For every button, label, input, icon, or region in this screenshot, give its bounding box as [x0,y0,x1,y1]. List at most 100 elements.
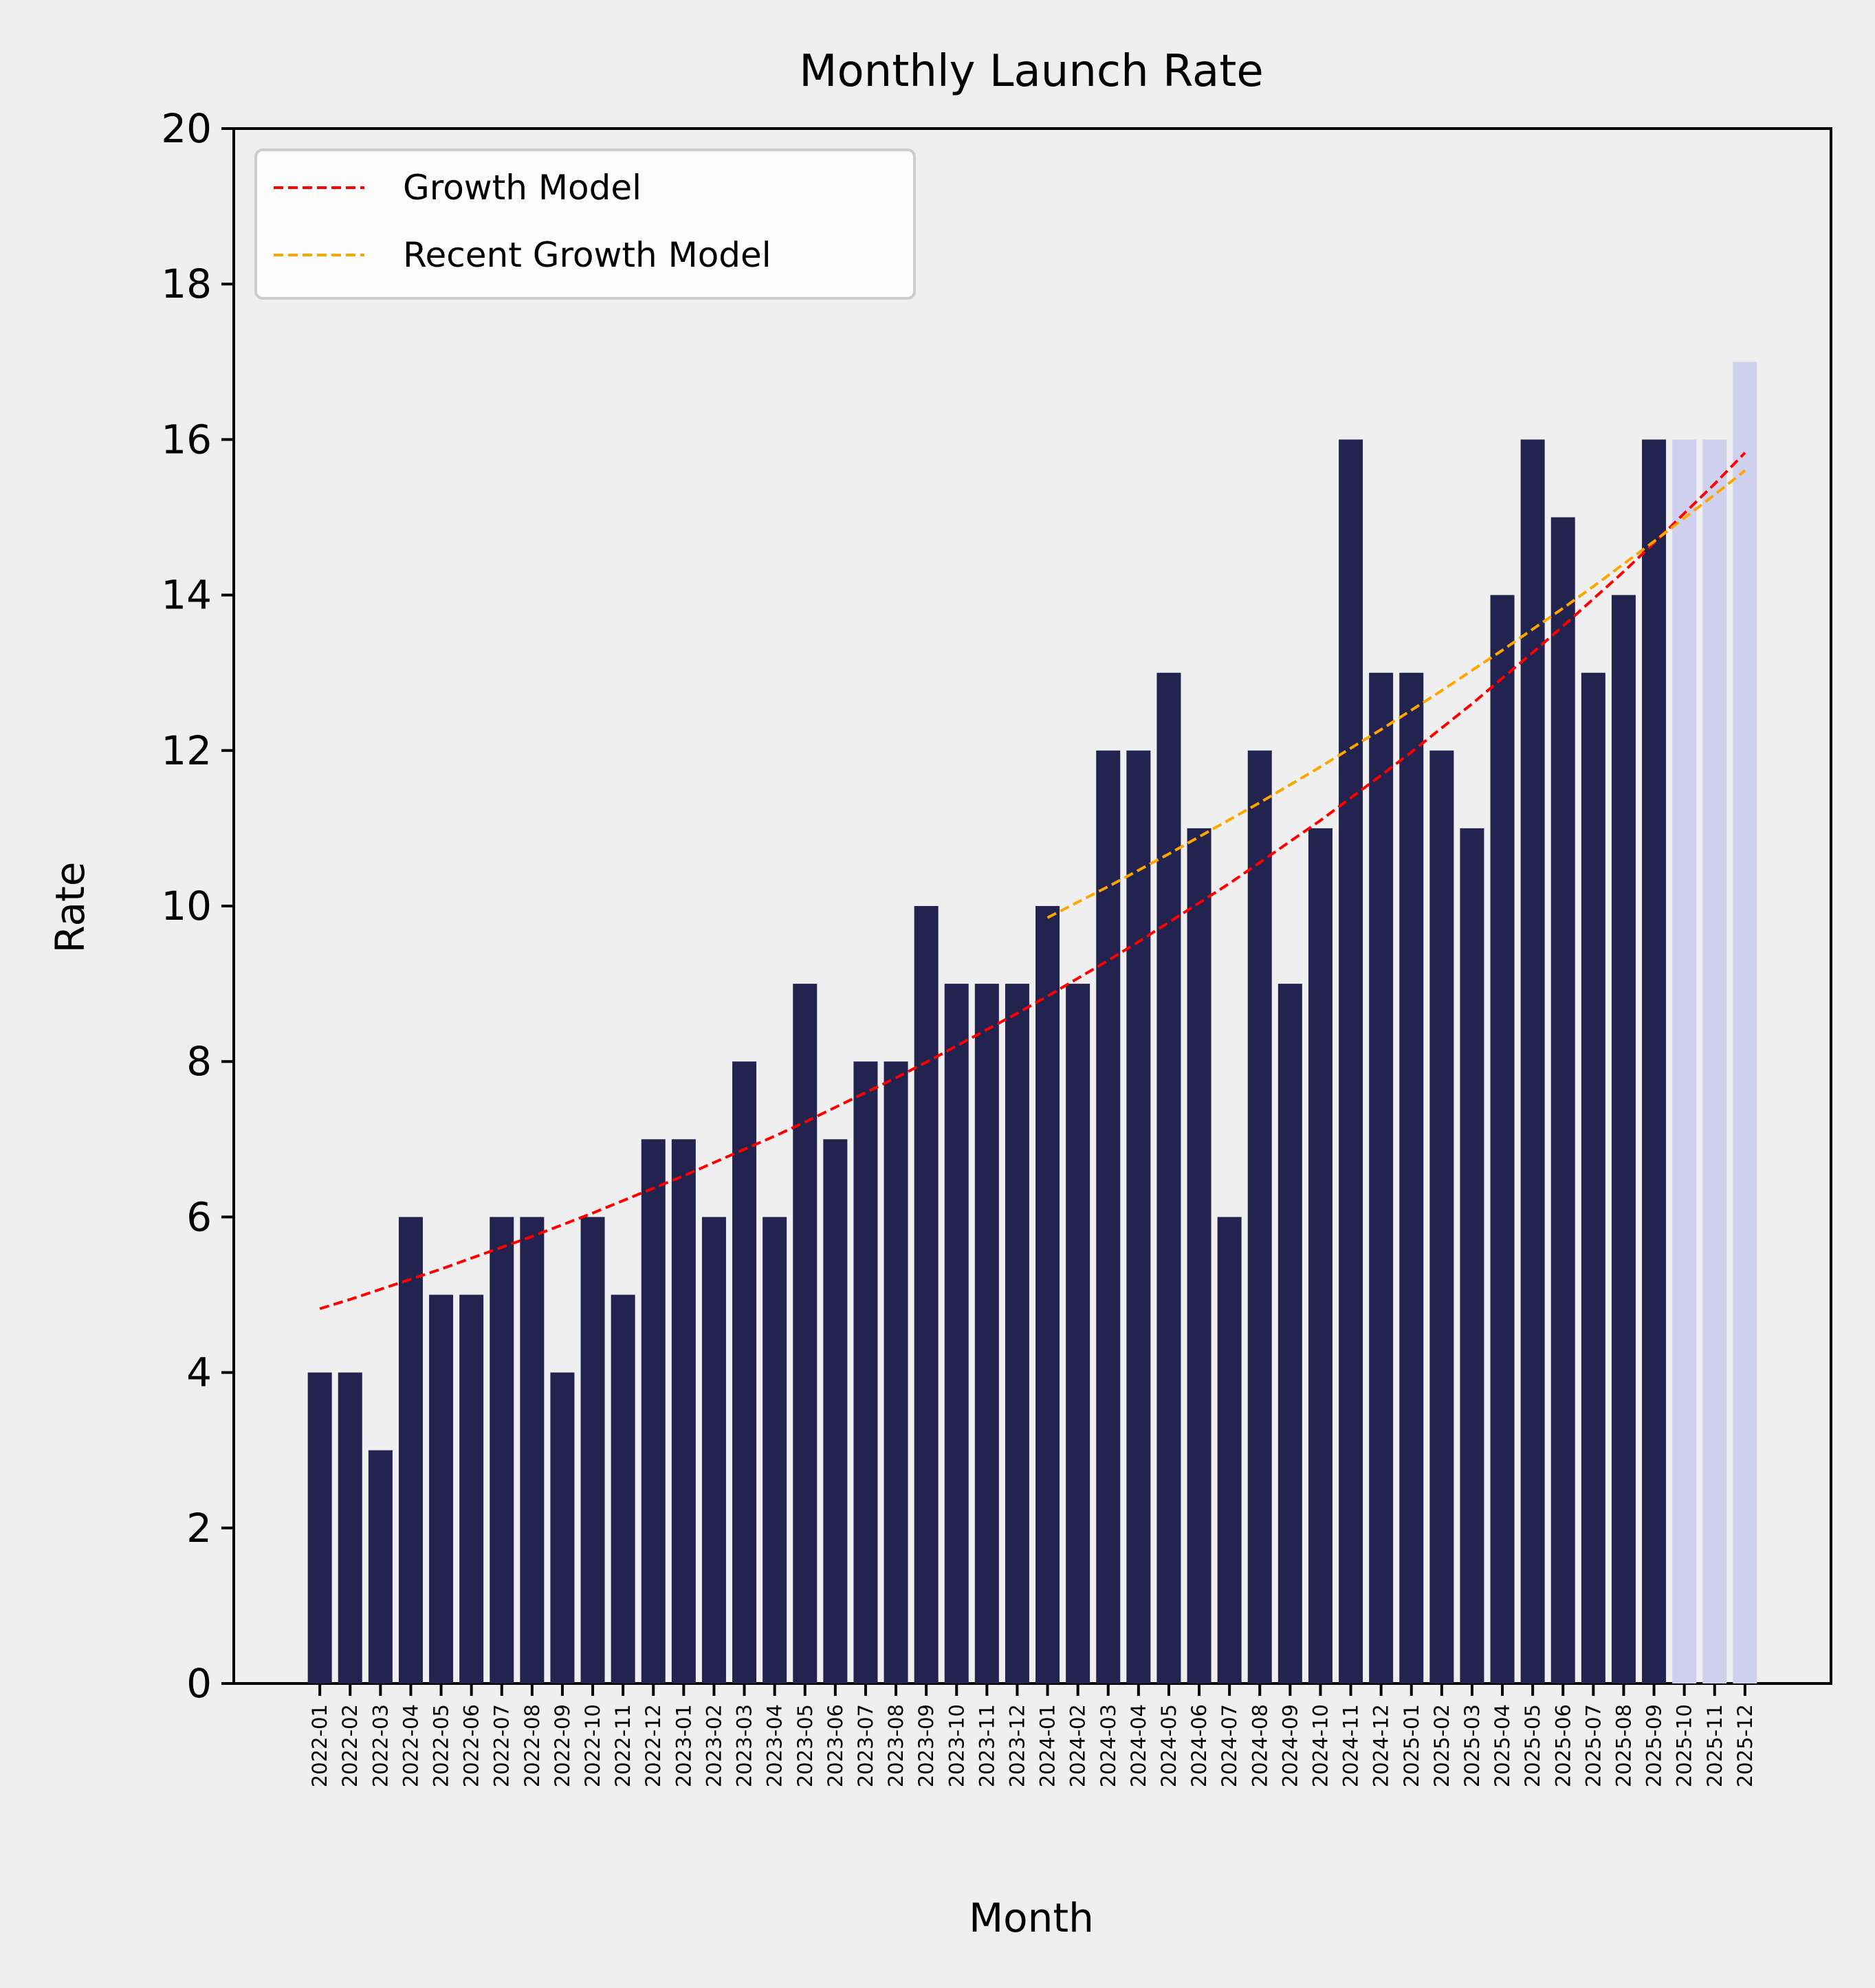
bar [1187,828,1211,1683]
x-tick-label: 2025-02 [1430,1704,1454,1787]
y-tick-label: 4 [186,1349,212,1396]
bar [307,1372,332,1683]
x-tick-label: 2023-02 [702,1704,725,1787]
x-tick-label: 2025-11 [1703,1704,1726,1787]
x-tick-label: 2024-12 [1370,1704,1393,1787]
x-tick-label: 2022-02 [338,1704,362,1787]
x-tick-label: 2024-08 [1248,1704,1271,1787]
bar [1339,439,1363,1683]
x-tick-label: 2024-02 [1066,1704,1090,1787]
bar [1429,750,1454,1683]
bar [1126,750,1151,1683]
y-tick-label: 16 [161,416,212,463]
x-tick-label: 2024-03 [1097,1704,1120,1787]
bar [914,906,939,1683]
x-tick-label: 2022-07 [490,1704,514,1787]
x-tick-label: 2023-09 [914,1704,938,1787]
y-tick-label: 8 [186,1038,212,1085]
bar [1156,672,1181,1684]
bar [1460,828,1484,1683]
x-tick-label: 2022-09 [551,1704,574,1787]
bar [1066,984,1090,1683]
bar [1278,984,1302,1683]
bar [490,1217,514,1683]
x-tick-label: 2025-06 [1551,1704,1575,1787]
bar-projected [1672,439,1697,1683]
x-tick-label: 2023-01 [672,1704,695,1787]
y-tick-label: 0 [186,1660,212,1707]
legend-label-growth-model: Growth Model [403,168,642,208]
x-tick-label: 2023-03 [733,1704,756,1787]
bar [793,984,818,1683]
y-tick-label: 6 [186,1193,212,1240]
x-tick-label: 2022-04 [399,1704,422,1787]
y-tick-label: 18 [161,261,212,307]
x-tick-label: 2023-08 [884,1704,908,1787]
bar [944,984,969,1683]
bar [823,1139,848,1683]
bar [884,1061,908,1683]
bar [1308,828,1333,1683]
bar [974,984,999,1683]
bar [701,1217,726,1683]
x-tick-label: 2025-01 [1400,1704,1423,1787]
x-tick-label: 2022-06 [460,1704,483,1787]
x-tick-label: 2025-05 [1521,1704,1544,1787]
legend: Growth Model Recent Growth Model [254,148,916,300]
x-tick-label: 2025-04 [1491,1704,1514,1787]
y-tick-label: 10 [161,883,212,929]
x-tick-label: 2025-08 [1612,1704,1635,1787]
x-tick-label: 2025-09 [1643,1704,1666,1787]
chart-title: Monthly Launch Rate [799,46,1263,97]
plot-area: 0 2 4 6 8 10 12 14 16 18 20 2022-01 2022-02 2022-03 20… [161,105,1832,1787]
x-tick-label: 2024-11 [1339,1704,1363,1787]
bar [1490,595,1515,1683]
x-axis-label: Month [969,1895,1094,1941]
bar [853,1061,878,1683]
bar [398,1217,423,1683]
bar [368,1450,393,1683]
bar [1520,439,1545,1683]
x-tick-label: 2024-09 [1278,1704,1302,1787]
bar [1096,750,1121,1683]
x-tick-label: 2023-12 [1005,1704,1029,1787]
x-tick-label: 2022-03 [369,1704,392,1787]
x-tick-label: 2024-07 [1218,1704,1241,1787]
x-tick-label: 2023-11 [975,1704,998,1787]
x-tick-label: 2022-05 [430,1704,453,1787]
x-tick-label: 2024-01 [1036,1704,1060,1787]
bar [1550,517,1575,1683]
x-tick-label: 2025-07 [1581,1704,1605,1787]
bar [429,1294,454,1683]
bar [671,1139,696,1683]
y-tick-label: 12 [161,727,212,774]
bar [1611,595,1636,1683]
y-tick-label: 14 [161,572,212,619]
x-tick-label: 2025-03 [1460,1704,1484,1787]
x-tick-label: 2022-08 [520,1704,544,1787]
bar [520,1217,545,1683]
bar [338,1372,362,1683]
x-tick-label: 2023-06 [824,1704,847,1787]
x-tick-label: 2025-12 [1733,1704,1757,1787]
x-tick-label: 2023-04 [763,1704,787,1787]
bar [641,1139,666,1683]
x-tick-label: 2022-10 [581,1704,604,1787]
x-tick-label: 2022-12 [642,1704,665,1787]
bar-projected [1702,439,1727,1683]
bar [1369,672,1394,1684]
bar [763,1217,787,1683]
bar [550,1372,575,1683]
y-tick-label: 2 [186,1505,212,1551]
legend-label-recent-growth-model: Recent Growth Model [403,235,771,275]
bar [1035,906,1060,1683]
x-tick-label: 2023-05 [793,1704,817,1787]
x-tick-label: 2024-04 [1127,1704,1150,1787]
bar [1399,672,1424,1684]
y-tick-label: 20 [161,105,212,152]
bar [1247,750,1272,1683]
bar [580,1217,605,1683]
x-tick-label: 2023-10 [945,1704,968,1787]
bar [459,1294,484,1683]
